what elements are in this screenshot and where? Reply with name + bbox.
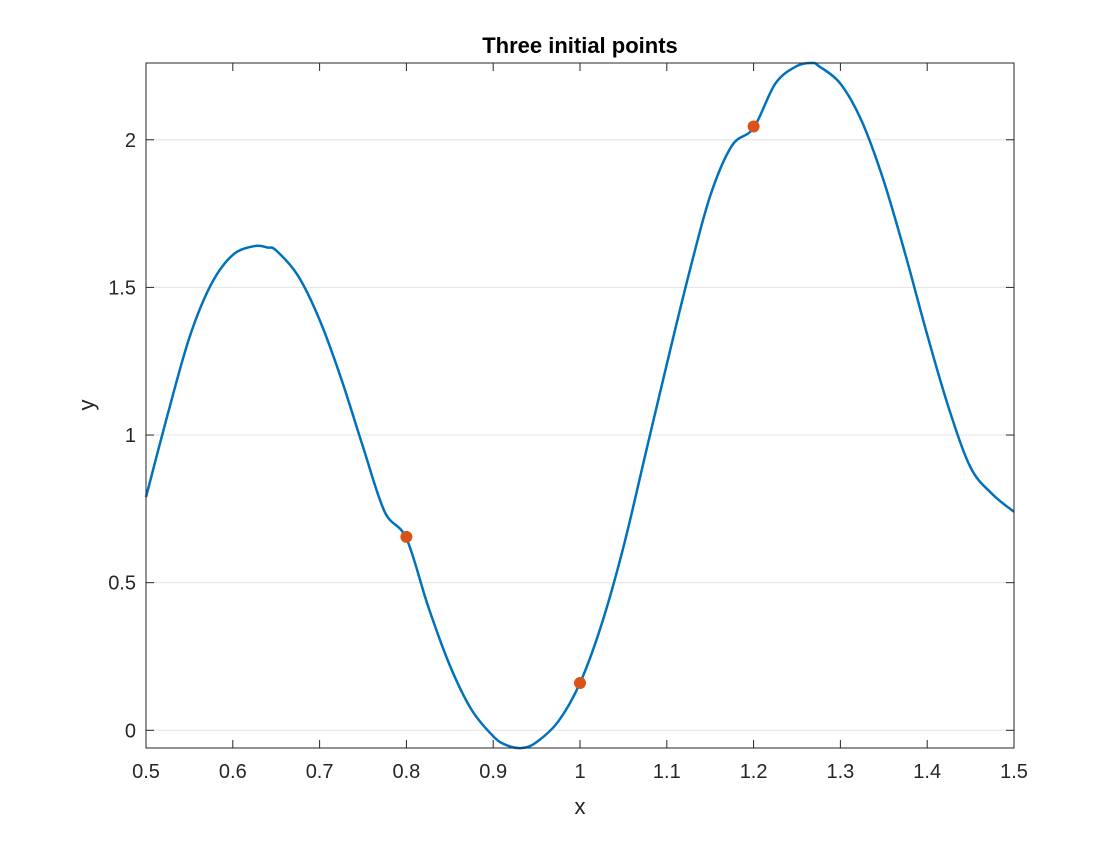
x-axis: 0.5 0.6 0.7 0.8 0.9 1 1.1 1.2 1.3 1.4 1.5 (132, 63, 1028, 783)
y-tick-label: 2 (125, 130, 136, 152)
x-tick-label: 0.6 (219, 761, 247, 783)
data-point (747, 120, 760, 133)
x-tick-label: 1 (574, 761, 585, 783)
plot-background (146, 63, 1014, 748)
y-tick-label: 0 (125, 720, 136, 742)
y-axis-label: y (74, 400, 99, 411)
data-point (400, 530, 413, 543)
x-tick-label: 0.7 (306, 761, 334, 783)
x-axis-label: x (575, 794, 586, 819)
x-tick-label: 0.5 (132, 761, 160, 783)
x-tick-label: 1.2 (740, 761, 768, 783)
y-axis: 0 0.5 1 1.5 2 (108, 130, 1014, 742)
y-tick-label: 1 (125, 425, 136, 447)
chart-title: Three initial points (482, 33, 678, 58)
x-tick-label: 1.4 (913, 761, 941, 783)
x-tick-label: 0.9 (479, 761, 507, 783)
x-tick-label: 0.8 (392, 761, 420, 783)
x-tick-label: 1.1 (653, 761, 681, 783)
y-tick-label: 0.5 (108, 573, 136, 595)
x-tick-label: 1.3 (826, 761, 854, 783)
marker-series (400, 120, 760, 690)
x-tick-label: 1.5 (1000, 761, 1028, 783)
y-tick-label: 1.5 (108, 277, 136, 299)
data-point (574, 677, 586, 690)
grid (146, 139, 1014, 731)
